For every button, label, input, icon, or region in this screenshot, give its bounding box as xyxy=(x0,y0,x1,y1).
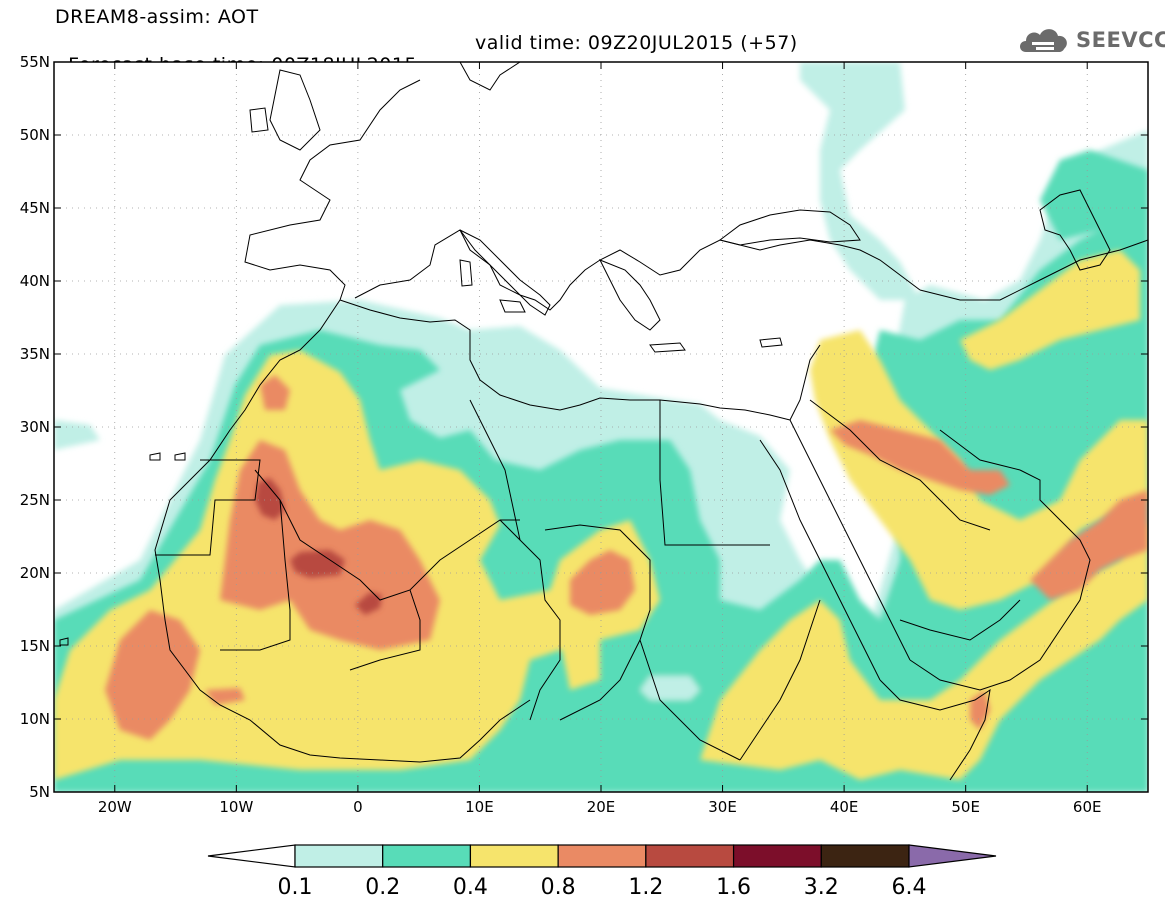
colorbar-label: 1.6 xyxy=(716,875,751,900)
lat-tick-label: 30N xyxy=(20,418,50,436)
colorbar-label: 3.2 xyxy=(804,875,839,900)
aot-field xyxy=(54,62,1148,792)
cloud-icon xyxy=(1020,29,1067,52)
lon-tick-label: 10W xyxy=(219,798,253,816)
logo-text: SEEVCCC xyxy=(1076,28,1165,52)
lat-tick-label: 45N xyxy=(20,199,50,217)
colorbar-max-arrow xyxy=(908,844,997,868)
lat-tick-label: 40N xyxy=(20,272,50,290)
colorbar-label: 0.4 xyxy=(453,875,488,900)
colorbar-label: 0.8 xyxy=(541,875,576,900)
lon-tick-label: 20E xyxy=(587,798,616,816)
lat-tick-label: 25N xyxy=(20,491,50,509)
lon-tick-label: 50E xyxy=(951,798,980,816)
colorbar-label: 0.2 xyxy=(365,875,400,900)
lon-tick-label: 0 xyxy=(353,798,363,816)
colorbar-box xyxy=(469,844,559,868)
lat-tick-label: 5N xyxy=(29,783,50,801)
colorbar-box xyxy=(557,844,647,868)
seevccc-logo: SEEVCCC xyxy=(1016,24,1165,56)
lon-tick-label: 60E xyxy=(1073,798,1102,816)
colorbar-box xyxy=(382,844,472,868)
valid-time-label: valid time: 09Z20JUL2015 (+57) xyxy=(475,32,798,54)
colorbar: 0.1 0.2 0.4 0.8 1.2 1.6 3.2 6.4 xyxy=(207,844,997,900)
graticule xyxy=(54,62,1148,792)
axis-ticks: 55N 50N 45N 40N 35N 30N 25N 20N 15N 10N 5N 20W 10W 0 1… xyxy=(20,53,1148,816)
colorbar-box xyxy=(645,844,735,868)
lat-tick-label: 10N xyxy=(20,710,50,728)
lat-tick-label: 15N xyxy=(20,637,50,655)
lon-tick-label: 20W xyxy=(98,798,132,816)
aot-band-1.2 xyxy=(255,478,382,615)
lon-tick-label: 30E xyxy=(708,798,737,816)
lat-tick-label: 20N xyxy=(20,564,50,582)
colorbar-label: 6.4 xyxy=(892,875,927,900)
map-title: DREAM8-assim: AOT xyxy=(55,6,259,28)
colorbar-label: 0.1 xyxy=(278,875,313,900)
lon-tick-label: 10E xyxy=(465,798,494,816)
lat-tick-label: 55N xyxy=(20,53,50,71)
colorbar-box xyxy=(294,844,384,868)
lat-tick-label: 35N xyxy=(20,345,50,363)
colorbar-box xyxy=(732,844,822,868)
colorbar-min-arrow xyxy=(207,844,296,868)
lat-tick-label: 50N xyxy=(20,126,50,144)
colorbar-label: 1.2 xyxy=(628,875,663,900)
lon-tick-label: 40E xyxy=(830,798,859,816)
colorbar-box xyxy=(820,844,910,868)
coastlines-borders xyxy=(59,62,1148,781)
